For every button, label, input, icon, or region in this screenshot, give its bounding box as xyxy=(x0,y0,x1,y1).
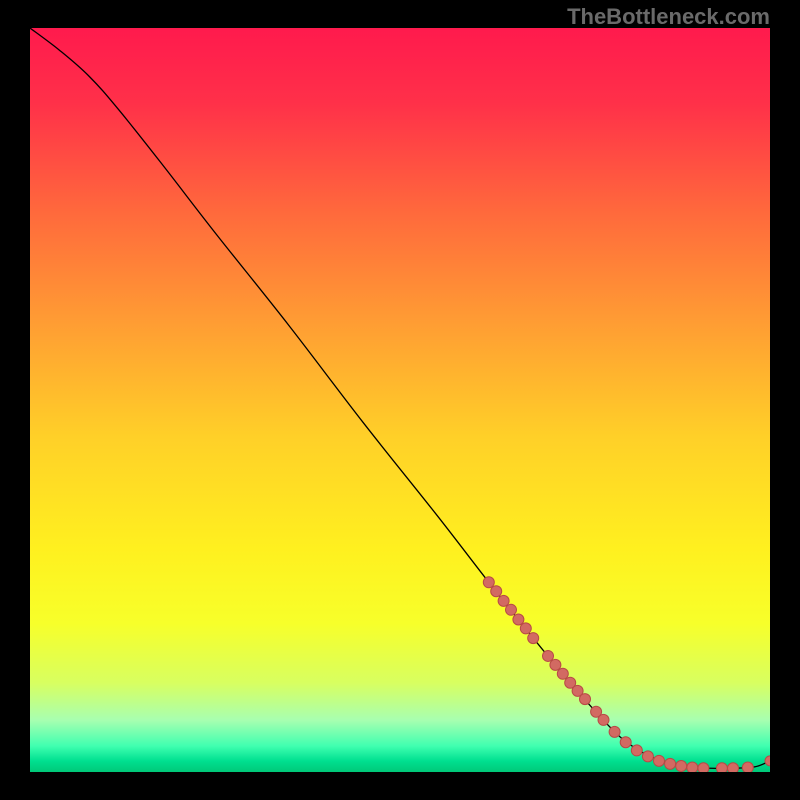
data-marker xyxy=(676,761,687,772)
data-marker xyxy=(716,763,727,772)
data-marker xyxy=(528,633,539,644)
data-marker xyxy=(550,659,561,670)
data-marker xyxy=(642,751,653,762)
data-marker xyxy=(520,623,531,634)
data-marker xyxy=(598,714,609,725)
data-marker xyxy=(498,595,509,606)
data-marker xyxy=(557,668,568,679)
data-marker xyxy=(765,756,770,766)
plot-area xyxy=(30,28,770,772)
data-marker xyxy=(728,763,739,772)
data-marker xyxy=(698,763,709,772)
chart-stage: TheBottleneck.com xyxy=(0,0,800,800)
watermark-text: TheBottleneck.com xyxy=(567,4,770,30)
data-marker xyxy=(665,758,676,769)
data-marker xyxy=(620,737,631,748)
data-marker xyxy=(506,604,517,615)
data-marker xyxy=(491,586,502,597)
data-marker xyxy=(687,762,698,772)
data-marker xyxy=(513,614,524,625)
data-marker xyxy=(543,650,554,661)
data-marker xyxy=(609,726,620,737)
curve-line xyxy=(30,28,770,768)
chart-overlay xyxy=(30,28,770,772)
data-marker xyxy=(654,755,665,766)
data-marker xyxy=(580,694,591,705)
data-marker xyxy=(742,762,753,772)
data-marker xyxy=(631,745,642,756)
data-marker xyxy=(483,577,494,588)
